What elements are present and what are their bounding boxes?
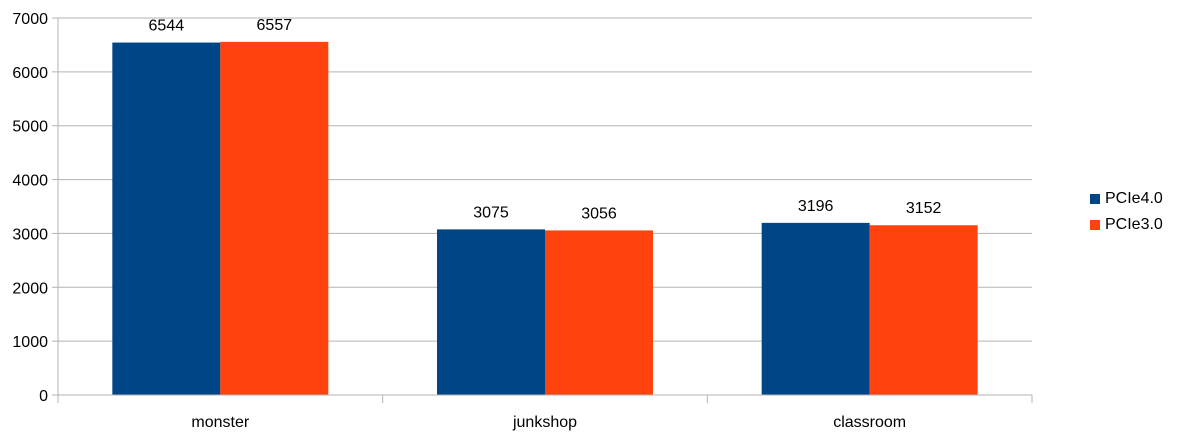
y-tick-label: 1000 [12, 334, 48, 351]
axes [52, 17, 1033, 403]
legend-item-series-2: PCIe3.0 [1090, 212, 1163, 238]
legend-label-series-2: PCIe3.0 [1105, 216, 1163, 233]
data-label: 6557 [257, 17, 293, 34]
bar [545, 230, 653, 395]
data-label: 6544 [149, 18, 185, 35]
x-category-label: monster [191, 414, 249, 431]
bar [869, 225, 978, 395]
y-tick-label: 2000 [12, 280, 48, 297]
y-tick-label: 0 [39, 388, 48, 405]
bar [220, 41, 329, 396]
data-label: 3152 [906, 200, 942, 217]
x-axis-categories: monster junkshop classroom [191, 414, 906, 431]
y-tick-label: 4000 [12, 173, 48, 190]
y-tick-label: 7000 [12, 11, 48, 28]
x-category-label: classroom [833, 414, 906, 431]
bar [437, 229, 545, 395]
legend-item-series-1: PCIe4.0 [1090, 186, 1163, 212]
legend-swatch-series-2 [1090, 220, 1100, 230]
y-tick-label: 6000 [12, 65, 48, 82]
y-tick-label: 3000 [12, 226, 48, 243]
y-tick-label: 5000 [12, 119, 48, 136]
data-label: 3075 [473, 204, 509, 221]
bars [112, 41, 978, 396]
bar-chart: 0 1000 2000 3000 4000 5000 6000 7000 monster jun… [12, 11, 1033, 431]
data-labels: 6544 6557 3075 3056 3196 3152 [149, 17, 942, 223]
legend-swatch-series-1 [1090, 194, 1100, 204]
legend-label-series-1: PCIe4.0 [1105, 190, 1163, 207]
bar [761, 222, 870, 395]
bar [112, 42, 221, 395]
data-label: 3196 [798, 198, 834, 215]
legend: PCIe4.0 PCIe3.0 [1090, 186, 1163, 238]
y-axis-ticks: 0 1000 2000 3000 4000 5000 6000 7000 [12, 11, 48, 405]
data-label: 3056 [581, 205, 617, 222]
x-category-label: junkshop [512, 414, 577, 431]
